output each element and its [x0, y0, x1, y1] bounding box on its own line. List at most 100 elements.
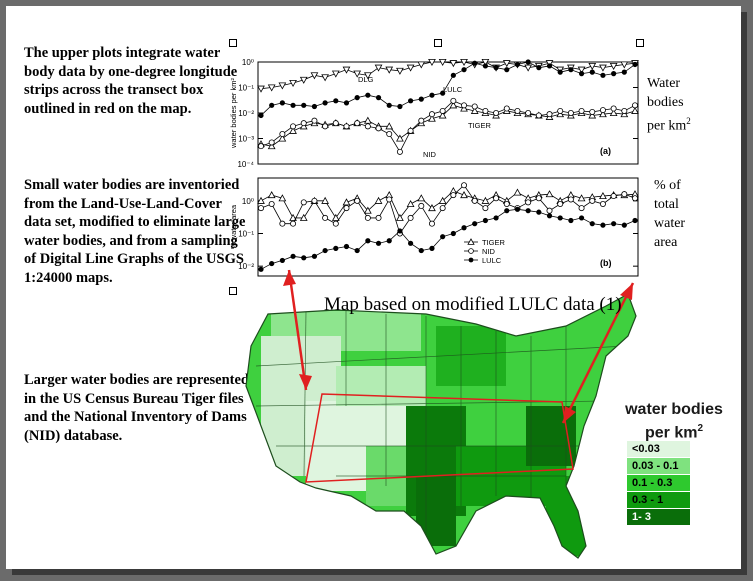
data-point [321, 74, 329, 82]
data-point [525, 59, 531, 65]
data-point [471, 103, 478, 110]
legend-label: LULC [482, 256, 502, 265]
data-point [386, 196, 393, 203]
data-point [364, 214, 371, 221]
data-point [321, 196, 329, 204]
data-point [611, 71, 617, 77]
legend-label: NID [482, 247, 496, 256]
data-point [632, 61, 638, 68]
data-point [493, 110, 500, 117]
legend-title-line: water bodies [625, 401, 723, 418]
data-point [278, 134, 287, 142]
data-point [364, 123, 371, 130]
data-point [482, 205, 489, 212]
data-point [514, 61, 521, 68]
data-point [375, 125, 382, 132]
data-point [438, 111, 447, 119]
legend-item: 0.3 - 1 [627, 492, 690, 508]
data-point [386, 131, 393, 138]
data-point [449, 101, 458, 109]
data-point [290, 102, 296, 108]
data-point [589, 197, 596, 204]
selection-handle[interactable] [229, 287, 237, 295]
data-point [289, 213, 297, 221]
data-point [257, 85, 265, 93]
data-point [311, 197, 318, 204]
data-point [332, 120, 339, 127]
data-point [460, 59, 468, 67]
data-point [503, 200, 510, 207]
data-point [610, 193, 617, 200]
data-point [418, 117, 425, 124]
data-point [440, 234, 446, 240]
percent-water-side-label: % of total water area [654, 176, 685, 252]
data-point [610, 105, 617, 112]
data-point [503, 105, 510, 112]
data-point [461, 182, 468, 189]
y-tick-label: 10⁻⁴ [237, 160, 254, 169]
data-point [408, 240, 414, 246]
y-tick-label: 10⁰ [242, 197, 254, 206]
data-point [632, 102, 639, 109]
side-label-line: Water [647, 76, 681, 91]
data-point [343, 243, 350, 250]
data-point [450, 192, 457, 199]
data-point [609, 108, 618, 116]
data-point [578, 215, 585, 221]
data-point [375, 214, 382, 221]
data-point [375, 95, 382, 101]
data-point [439, 107, 446, 114]
data-point [290, 220, 297, 227]
small-water-paragraph: Small water bodies are inventoried from … [24, 177, 246, 286]
legend-title: water bodies per km2 [614, 400, 734, 442]
data-point [278, 82, 287, 90]
y-tick-label: 10⁻² [238, 262, 254, 271]
data-point [278, 194, 287, 202]
selection-handle[interactable] [434, 39, 442, 47]
data-point [524, 64, 533, 72]
data-point [493, 65, 499, 71]
data-point [481, 59, 490, 67]
large-water-paragraph: Larger water bodies are represented in t… [24, 372, 249, 444]
data-point [290, 253, 296, 259]
data-point [472, 60, 478, 66]
data-point [397, 103, 403, 110]
data-point [342, 198, 351, 206]
data-point [461, 67, 467, 73]
data-point [461, 102, 468, 109]
data-point [450, 230, 456, 237]
data-point [471, 197, 478, 204]
data-point [493, 215, 499, 221]
data-point [353, 70, 362, 78]
data-point [588, 62, 597, 70]
selection-handle[interactable] [636, 39, 644, 47]
data-point [577, 194, 586, 202]
side-label-line: water [654, 216, 686, 231]
data-point [331, 70, 340, 78]
data-point [354, 120, 361, 127]
data-point [578, 205, 585, 212]
selection-handle[interactable] [229, 39, 237, 47]
data-point [279, 100, 285, 106]
data-point [557, 107, 564, 114]
data-point [450, 97, 457, 104]
data-point [374, 196, 383, 204]
side-label-line: % of [654, 178, 681, 193]
data-point [599, 110, 607, 118]
data-point [267, 84, 276, 92]
data-point [429, 245, 435, 251]
data-point [545, 190, 554, 198]
data-point [535, 195, 542, 202]
legend-item: 0.1 - 0.3 [627, 475, 690, 491]
data-point [428, 114, 436, 122]
data-point [546, 111, 553, 118]
data-point [568, 217, 574, 224]
data-point [567, 196, 574, 203]
data-point [299, 213, 308, 221]
data-point [589, 69, 595, 75]
data-point [365, 238, 371, 244]
map-title: Map based on modified LULC data (1) [324, 294, 622, 315]
data-point [428, 220, 435, 227]
data-point [396, 148, 403, 155]
panel-label: (b) [600, 258, 612, 268]
